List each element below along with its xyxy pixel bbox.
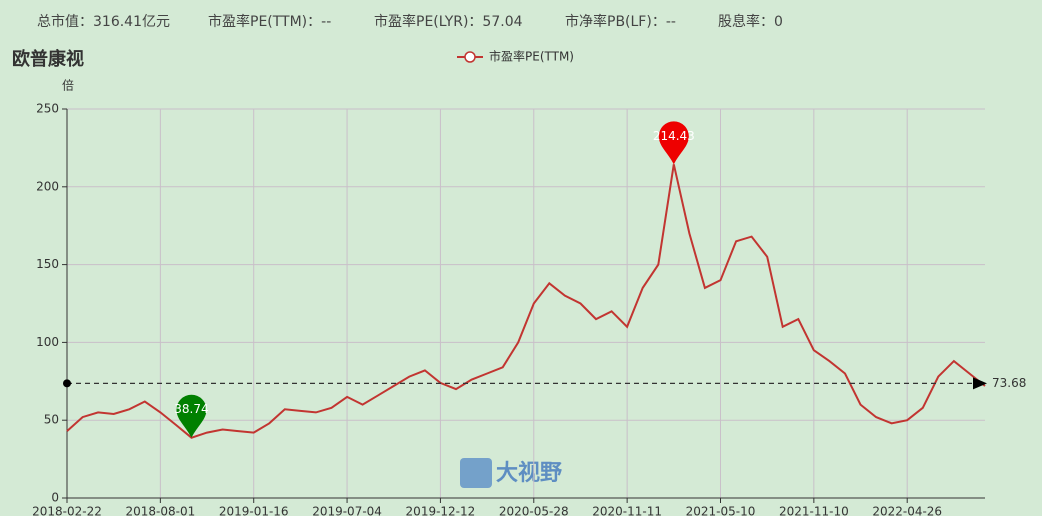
mark-point <box>176 394 207 438</box>
mark-point-label: 38.74 <box>174 402 208 416</box>
x-tick-label: 2019-12-12 <box>406 505 476 516</box>
header-item: 市净率PB(LF)：-- <box>565 13 676 30</box>
y-tick-label: 100 <box>36 335 59 349</box>
y-tick-label: 150 <box>36 257 59 271</box>
watermark-text: 大视野 <box>496 460 562 486</box>
header-item: 市盈率PE(LYR)：57.04 <box>374 13 523 30</box>
x-tick-label: 2019-01-16 <box>219 505 289 516</box>
watermark: 大视野 <box>460 458 562 488</box>
header-item: 总市值：316.41亿元 <box>37 13 170 30</box>
y-tick-label: 50 <box>44 413 59 427</box>
x-tick-label: 2018-08-01 <box>125 505 195 516</box>
mark-point-label: 214.43 <box>653 129 695 143</box>
average-arrow <box>973 377 987 390</box>
x-tick-label: 2022-04-26 <box>872 505 942 516</box>
legend-icon <box>464 51 476 63</box>
series-line <box>66 164 986 439</box>
average-label: 73.68 <box>992 376 1026 390</box>
y-tick-label: 0 <box>51 491 59 505</box>
y-tick-label: 200 <box>36 179 59 193</box>
x-tick-label: 2020-11-11 <box>592 505 662 516</box>
mark-point <box>658 121 689 165</box>
y-axis-label: 倍 <box>62 78 74 93</box>
x-tick-label: 2021-05-10 <box>686 505 756 516</box>
header-item: 市盈率PE(TTM)：-- <box>208 13 331 30</box>
legend-label[interactable]: 市盈率PE(TTM) <box>489 49 574 64</box>
x-tick-label: 2018-02-22 <box>32 505 102 516</box>
x-tick-label: 2020-05-28 <box>499 505 569 516</box>
x-tick-label: 2019-07-04 <box>312 505 382 516</box>
average-start <box>63 379 71 388</box>
chart-title: 欧普康视 <box>12 48 84 70</box>
y-tick-label: 250 <box>36 102 59 116</box>
x-tick-label: 2021-11-10 <box>779 505 849 516</box>
header-item: 股息率：0 <box>718 13 783 30</box>
